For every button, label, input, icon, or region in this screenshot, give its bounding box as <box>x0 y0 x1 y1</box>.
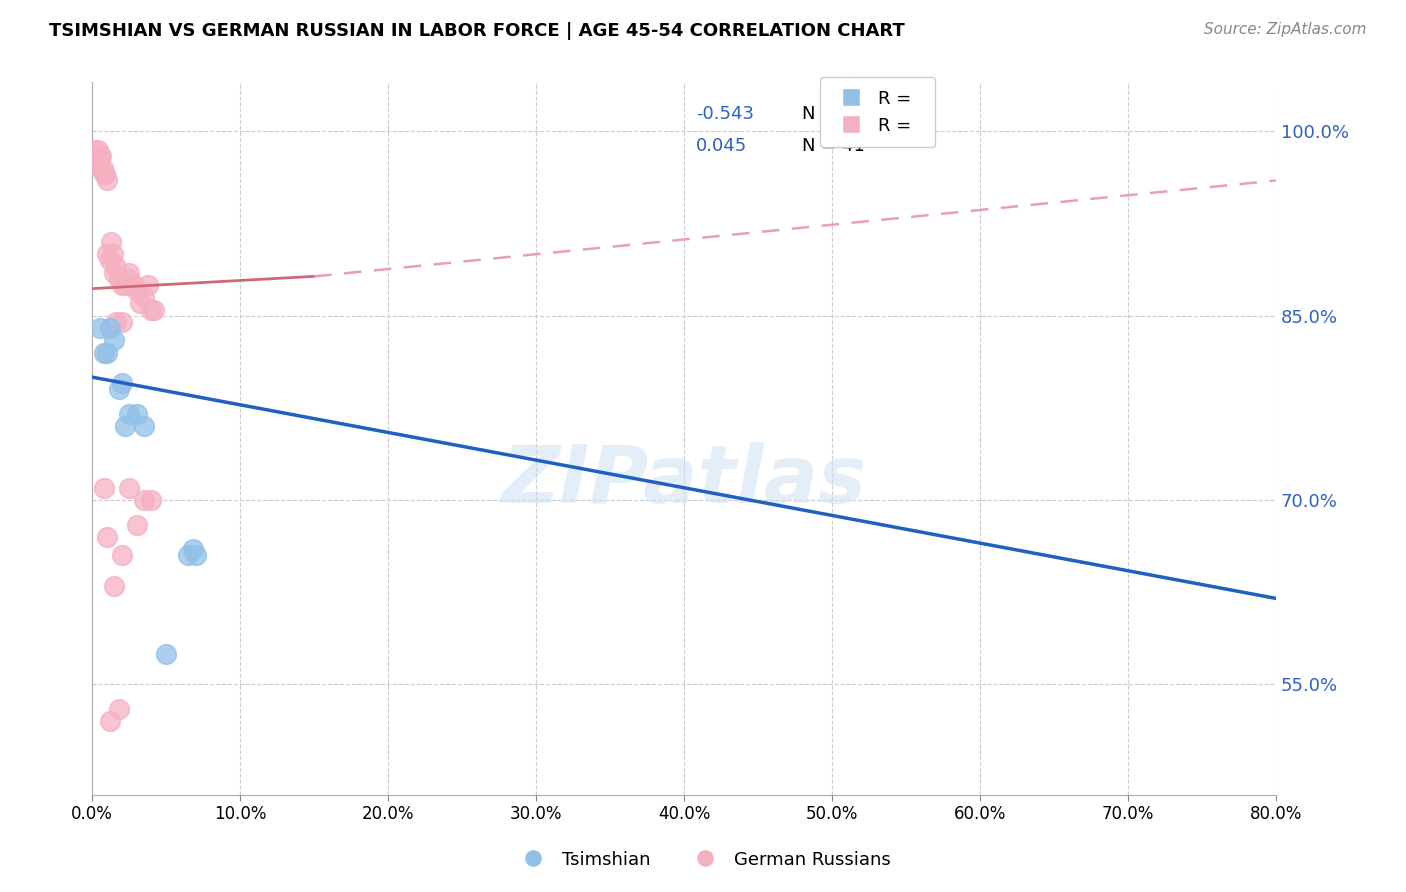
Point <box>141 302 163 317</box>
Point <box>111 376 134 391</box>
Point <box>103 333 125 347</box>
Point <box>143 302 166 317</box>
Point <box>91 161 114 176</box>
Legend: R = , R =  : R = , R = <box>820 77 935 147</box>
Point <box>98 253 121 268</box>
Point <box>132 419 155 434</box>
Point <box>89 321 111 335</box>
Point <box>118 481 141 495</box>
Text: Source: ZipAtlas.com: Source: ZipAtlas.com <box>1204 22 1367 37</box>
Text: 0.045: 0.045 <box>696 137 747 155</box>
Point <box>138 277 160 292</box>
Text: ZIPatlas: ZIPatlas <box>502 442 866 520</box>
Point <box>93 167 115 181</box>
Point <box>96 345 118 359</box>
Point <box>108 702 131 716</box>
Text: -0.543: -0.543 <box>696 105 754 123</box>
Point <box>93 481 115 495</box>
Point <box>103 266 125 280</box>
Point <box>98 714 121 729</box>
Point <box>111 549 134 563</box>
Point <box>184 549 207 563</box>
Point <box>84 143 107 157</box>
Point <box>104 260 127 274</box>
Point <box>128 296 150 310</box>
Point <box>118 266 141 280</box>
Point <box>108 272 131 286</box>
Text: TSIMSHIAN VS GERMAN RUSSIAN IN LABOR FORCE | AGE 45-54 CORRELATION CHART: TSIMSHIAN VS GERMAN RUSSIAN IN LABOR FOR… <box>49 22 905 40</box>
Point <box>125 517 148 532</box>
Point <box>125 407 148 421</box>
Point <box>111 315 134 329</box>
Point <box>181 542 204 557</box>
Legend: Tsimshian, German Russians: Tsimshian, German Russians <box>508 844 898 876</box>
Point <box>155 647 177 661</box>
Point <box>100 235 122 249</box>
Point <box>86 155 108 169</box>
Point <box>89 149 111 163</box>
Point <box>132 493 155 508</box>
Point <box>87 143 110 157</box>
Point <box>98 321 121 335</box>
Point <box>122 277 145 292</box>
Point <box>177 549 200 563</box>
Point <box>93 345 115 359</box>
Point <box>111 277 134 292</box>
Point <box>103 579 125 593</box>
Point <box>89 161 111 176</box>
Point <box>132 290 155 304</box>
Point <box>114 419 136 434</box>
Point <box>96 173 118 187</box>
Text: N = 15: N = 15 <box>803 105 865 123</box>
Point <box>118 407 141 421</box>
Point <box>96 247 118 261</box>
Point <box>87 155 110 169</box>
Text: N = 41: N = 41 <box>803 137 865 155</box>
Point <box>94 167 117 181</box>
Point <box>118 272 141 286</box>
Point <box>114 277 136 292</box>
Point <box>104 315 127 329</box>
Point <box>96 530 118 544</box>
Point <box>101 247 124 261</box>
Point <box>141 493 163 508</box>
Point <box>90 149 112 163</box>
Point <box>108 383 131 397</box>
Point <box>125 284 148 298</box>
